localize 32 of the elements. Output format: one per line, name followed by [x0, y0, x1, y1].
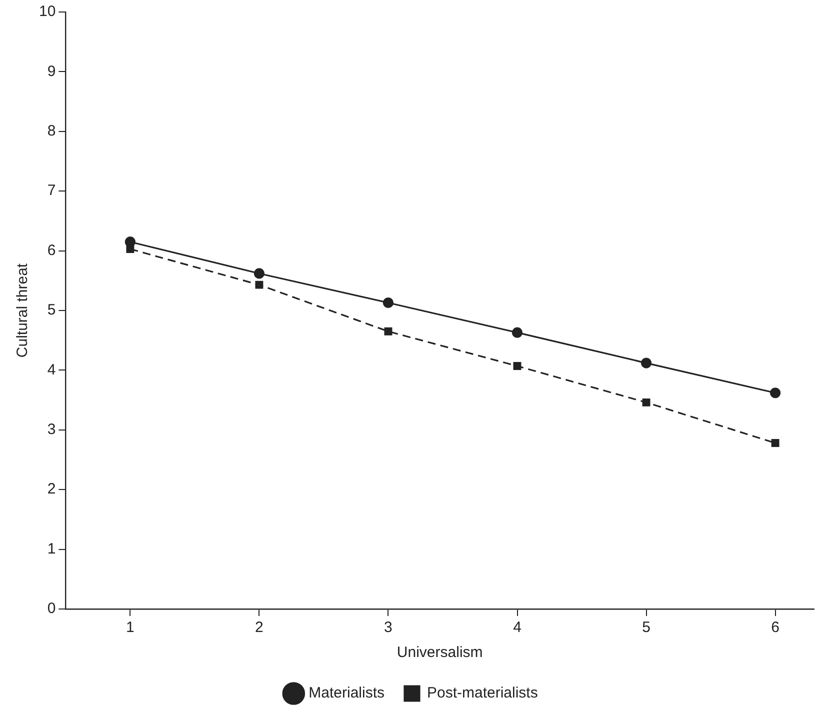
y-axis-title: Cultural threat [14, 262, 32, 358]
x-axis-title: Universalism [396, 644, 483, 662]
x-tick-label: 6 [771, 619, 780, 636]
x-tick-label: 3 [384, 619, 392, 636]
y-tick-label: 8 [47, 122, 56, 140]
y-tick-label: 6 [47, 242, 56, 259]
point [512, 327, 523, 338]
y-tick-label: 5 [47, 302, 56, 319]
point [640, 358, 652, 368]
point [384, 327, 392, 336]
y-tick-label: 0 [47, 600, 56, 618]
x-tick-label: 2 [255, 619, 264, 636]
legend-label: Post-materialists [426, 684, 538, 702]
x-tick-label: 5 [642, 619, 650, 636]
y-tick-label: 10 [38, 3, 56, 20]
point [771, 439, 780, 448]
y-tick-label: 7 [47, 182, 56, 200]
point [513, 362, 522, 370]
y-tick-label: 3 [47, 421, 56, 438]
point [642, 398, 650, 406]
x-tick-label: 1 [126, 619, 134, 636]
y-tick-label: 1 [47, 540, 56, 558]
y-tick-label: 2 [47, 480, 56, 498]
point [255, 280, 264, 289]
point [124, 236, 136, 248]
legend-label: Materialists [308, 684, 385, 702]
y-tick-label: 4 [47, 361, 56, 378]
point [382, 297, 394, 308]
point [770, 388, 781, 398]
x-tick-label: 4 [513, 619, 522, 636]
point [254, 268, 265, 279]
y-tick-label: 9 [47, 62, 56, 80]
